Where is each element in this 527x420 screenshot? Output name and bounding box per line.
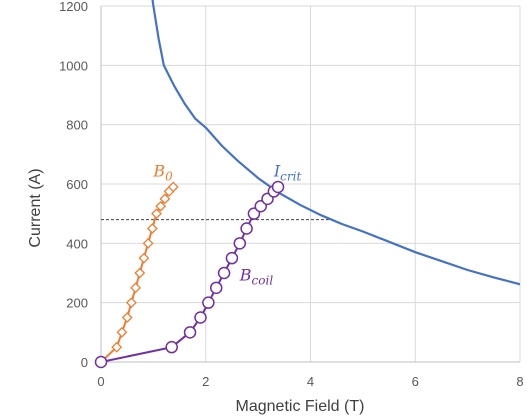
series-group bbox=[94, 0, 520, 369]
series-label-main: B bbox=[239, 265, 252, 284]
series-label-main: B bbox=[152, 162, 165, 181]
y-axis-label: Current (A) bbox=[27, 168, 44, 247]
circle-marker bbox=[94, 355, 108, 369]
diamond-marker bbox=[151, 208, 162, 220]
circle-marker bbox=[225, 251, 239, 265]
y-tick-label: 200 bbox=[66, 296, 88, 311]
circle-marker bbox=[165, 340, 178, 354]
grid bbox=[101, 5, 521, 362]
series-label-main: I bbox=[273, 162, 281, 181]
diamond-marker bbox=[167, 181, 179, 193]
x-tick-label: 4 bbox=[307, 374, 314, 389]
diamond-marker bbox=[159, 193, 171, 205]
y-tick-label: 600 bbox=[66, 177, 88, 192]
series-label-subscript: 0 bbox=[165, 170, 173, 184]
diamond-marker bbox=[116, 326, 128, 338]
diamond-marker bbox=[142, 237, 154, 249]
circle-marker bbox=[194, 311, 207, 324]
y-tick-label: 0 bbox=[81, 355, 88, 370]
y-tick-label: 800 bbox=[66, 118, 88, 133]
y-tick-label: 400 bbox=[66, 236, 88, 251]
circle-marker bbox=[202, 296, 215, 309]
series-line-i-crit bbox=[151, 0, 520, 286]
series-label-b-0: B0 bbox=[152, 162, 173, 184]
diamond-marker bbox=[146, 223, 158, 234]
series-label-i-crit: Icrit bbox=[273, 162, 302, 184]
diamond-marker bbox=[155, 200, 167, 212]
circle-marker bbox=[233, 237, 247, 250]
y-tick-label: 1000 bbox=[59, 58, 88, 73]
axes bbox=[100, 6, 520, 363]
circle-marker bbox=[240, 222, 253, 235]
x-tick-label: 2 bbox=[202, 374, 209, 389]
y-tick-label: 1200 bbox=[59, 0, 88, 14]
diamond-marker bbox=[111, 341, 123, 353]
diamond-marker bbox=[134, 267, 146, 279]
x-tick-label: 6 bbox=[412, 374, 419, 389]
diamond-marker bbox=[125, 297, 137, 309]
series-label-subscript: coil bbox=[252, 273, 274, 287]
series-label-subscript: crit bbox=[280, 170, 301, 184]
x-axis-label: Magnetic Field (T) bbox=[236, 398, 365, 415]
circle-marker bbox=[271, 180, 285, 194]
circle-marker bbox=[183, 326, 197, 339]
series-label-b-coil: Bcoil bbox=[239, 265, 274, 287]
x-tick-label: 0 bbox=[97, 374, 104, 389]
x-tick-label: 8 bbox=[516, 374, 523, 389]
tick-labels: 0 200 400 600 800 1000 1200 0 2 4 6 8 bbox=[59, 0, 524, 389]
diamond-marker bbox=[138, 252, 150, 264]
circle-marker bbox=[217, 266, 231, 280]
circle-marker bbox=[209, 281, 223, 295]
diamond-marker bbox=[130, 282, 141, 294]
diamond-marker bbox=[121, 312, 133, 323]
